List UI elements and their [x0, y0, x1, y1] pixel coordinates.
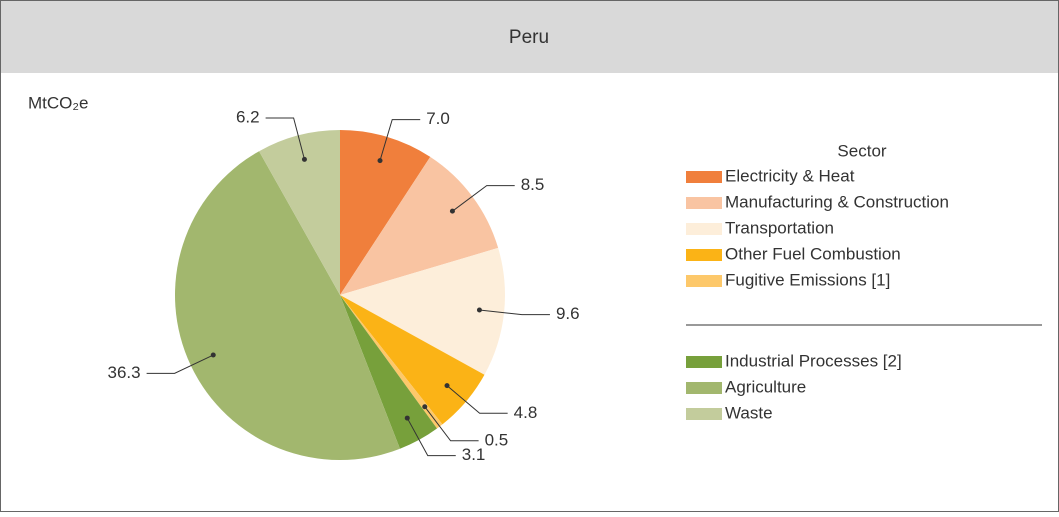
leader-dot: [301, 156, 307, 162]
legend-swatch: [686, 408, 722, 420]
leader-line: [406, 417, 456, 457]
legend-label: Industrial Processes [2]: [725, 351, 902, 370]
legend-label: Other Fuel Combustion: [725, 244, 901, 263]
legend-title: Sector: [837, 141, 886, 160]
pie-slice: [340, 130, 431, 295]
legend-swatch: [686, 197, 722, 209]
legend-label: Manufacturing & Construction: [725, 192, 949, 211]
unit-label: MtCO₂e: [28, 93, 88, 112]
leader-dot: [377, 158, 383, 164]
leader-line: [452, 185, 515, 212]
data-label: 6.2: [236, 107, 260, 126]
pie-slice: [340, 295, 437, 449]
pie-slice: [259, 130, 340, 295]
data-label: 36.3: [108, 363, 141, 382]
leader-dot: [404, 415, 410, 421]
data-label: 8.5: [521, 175, 545, 194]
pie-slice: [340, 156, 499, 295]
legend-label: Agriculture: [725, 377, 806, 396]
legend-swatch: [686, 171, 722, 183]
legend-swatch: [686, 382, 722, 394]
leader-dot: [444, 383, 450, 389]
data-label: 4.8: [514, 403, 538, 422]
legend-swatch: [686, 249, 722, 261]
legend-label: Waste: [725, 403, 773, 422]
leader-line: [146, 354, 214, 374]
legend-label: Electricity & Heat: [725, 166, 855, 185]
legend-label: Transportation: [725, 218, 834, 237]
leader-line: [265, 117, 305, 160]
data-label: 9.6: [556, 304, 580, 323]
leader-line: [446, 385, 508, 414]
leader-line: [424, 406, 479, 442]
pie-slice: [174, 151, 400, 461]
header: [1, 1, 1058, 73]
leader-line: [379, 119, 421, 161]
leader-dot: [422, 404, 428, 410]
pie-slice: [340, 295, 485, 425]
pie-slice: [340, 295, 443, 429]
chart-title: Peru: [509, 27, 549, 48]
legend-swatch: [686, 275, 722, 287]
leader-dot: [210, 352, 216, 358]
data-label: 7.0: [426, 109, 450, 128]
legend-swatch: [686, 223, 722, 235]
data-label: 0.5: [485, 430, 509, 449]
pie-slice: [340, 247, 505, 375]
legend-swatch: [686, 356, 722, 368]
data-label: 3.1: [462, 445, 486, 464]
leader-dot: [476, 307, 482, 313]
leader-dot: [449, 208, 455, 214]
legend-label: Fugitive Emissions [1]: [725, 270, 890, 289]
leader-line: [479, 309, 550, 316]
